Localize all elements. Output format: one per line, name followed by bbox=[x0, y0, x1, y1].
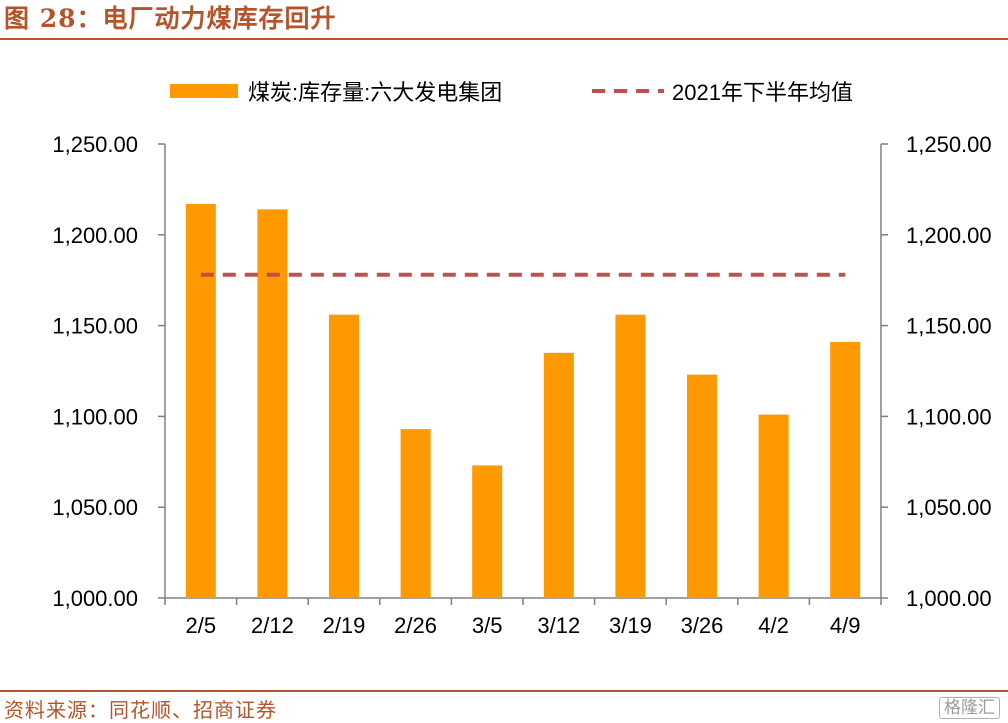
x-tick-label: 3/26 bbox=[681, 613, 724, 638]
legend-swatch-bar bbox=[170, 84, 238, 98]
y-tick-label-left: 1,200.00 bbox=[52, 223, 138, 248]
footer-divider bbox=[0, 690, 1008, 692]
chart: 煤炭:库存量:六大发电集团 2021年下半年均值 1,000.00 1,000.0… bbox=[52, 80, 991, 638]
x-tick-label: 2/26 bbox=[394, 613, 437, 638]
watermark-logo: 格隆汇 bbox=[939, 697, 1000, 719]
legend-label-avg-line: 2021年下半年均值 bbox=[672, 80, 853, 105]
y-tick-label-right: 1,150.00 bbox=[906, 314, 992, 339]
legend: 煤炭:库存量:六大发电集团 2021年下半年均值 bbox=[170, 80, 853, 105]
title-divider bbox=[0, 38, 1008, 40]
x-tick-label: 2/12 bbox=[251, 613, 294, 638]
x-tick-label: 4/2 bbox=[758, 613, 789, 638]
x-tick-label: 3/5 bbox=[472, 613, 503, 638]
x-tick-label: 2/5 bbox=[186, 613, 217, 638]
y-tick-label-left: 1,050.00 bbox=[52, 495, 138, 520]
axes: 1,000.00 1,000.00 1,050.00 1,050.00 1,100.00… bbox=[52, 132, 991, 638]
y-tick-label-right: 1,100.00 bbox=[906, 404, 992, 429]
legend-label-bar: 煤炭:库存量:六大发电集团 bbox=[248, 80, 502, 105]
bar bbox=[758, 414, 789, 598]
bar bbox=[329, 314, 359, 598]
x-tick-label: 2/19 bbox=[323, 613, 366, 638]
y-tick-label-left: 1,100.00 bbox=[52, 404, 138, 429]
y-tick-label-left: 1,150.00 bbox=[52, 314, 138, 339]
bar-series bbox=[185, 203, 861, 599]
bar bbox=[472, 465, 503, 598]
bar bbox=[687, 374, 717, 598]
bar bbox=[543, 352, 574, 598]
x-tick-label: 4/9 bbox=[830, 613, 861, 638]
y-tick-label-right: 1,050.00 bbox=[906, 495, 992, 520]
y-tick-label-right: 1,200.00 bbox=[906, 223, 992, 248]
bar bbox=[615, 314, 646, 598]
bar bbox=[830, 341, 861, 598]
bar bbox=[257, 209, 288, 598]
y-tick-label-right: 1,000.00 bbox=[906, 586, 992, 611]
bar bbox=[400, 429, 431, 598]
figure-title: 图 28：电厂动力煤库存回升 bbox=[4, 4, 337, 33]
y-tick-label-left: 1,250.00 bbox=[52, 132, 138, 157]
bar bbox=[185, 203, 216, 599]
x-tick-label: 3/19 bbox=[609, 613, 652, 638]
source-note: 资料来源：同花顺、招商证券 bbox=[4, 698, 277, 722]
y-tick-label-right: 1,250.00 bbox=[906, 132, 992, 157]
y-tick-label-left: 1,000.00 bbox=[52, 586, 138, 611]
x-tick-label: 3/12 bbox=[537, 613, 580, 638]
